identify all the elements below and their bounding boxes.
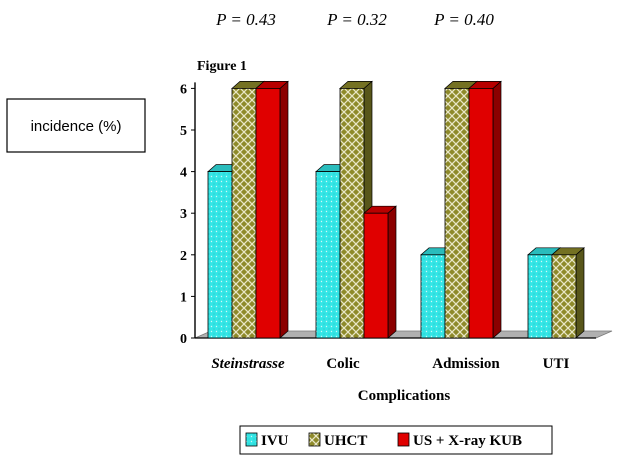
legend-label: UHCT [324, 433, 367, 449]
y-axis-label-box [6, 98, 146, 153]
y-tick-label: 2 [180, 249, 187, 264]
bar-front-face [527, 254, 553, 339]
bar-front-face [207, 171, 233, 339]
legend-item: US + X-ray KUB [397, 432, 522, 449]
bar-us-x-ray-kub-steinstrasse [255, 80, 289, 339]
legend-box [239, 425, 553, 455]
bar-us-x-ray-kub-admission [468, 80, 502, 339]
y-tick-label: 0 [180, 332, 187, 347]
legend-swatch [308, 432, 321, 447]
y-tick-label: 1 [180, 290, 187, 305]
bar-front-face [339, 88, 365, 339]
bar-front-face [468, 88, 494, 339]
bar-uhct-uti [551, 247, 585, 339]
bar-front-face [444, 88, 470, 339]
y-tick-label: 4 [180, 166, 187, 181]
p-value-label: P = 0.43 [215, 10, 276, 29]
y-tick-label: 3 [180, 207, 187, 222]
y-tick-label: 6 [180, 82, 187, 97]
legend-swatch [245, 432, 258, 447]
x-tick-label: Colic [326, 356, 360, 372]
y-axis-label: incidence (%) [31, 118, 122, 135]
p-value-label: P = 0.32 [326, 10, 387, 29]
x-axis-label: Complications [358, 388, 451, 404]
legend-label: US + X-ray KUB [413, 433, 522, 449]
x-tick-label: Admission [432, 356, 500, 372]
bar-us-x-ray-kub-colic [363, 205, 397, 339]
x-tick-label: UTI [543, 356, 570, 372]
legend-label: IVU [261, 433, 289, 449]
legend-item: IVU [245, 432, 289, 449]
x-tick-label: Steinstrasse [211, 356, 285, 372]
bar-front-face [231, 88, 257, 339]
p-value-label: P = 0.40 [433, 10, 494, 29]
bar-side-face [387, 205, 397, 339]
legend-item: UHCT [308, 432, 367, 449]
bar-front-face [255, 88, 281, 339]
bar-side-face [575, 247, 585, 339]
bar-front-face [363, 212, 389, 339]
figure-label: Figure 1 [197, 59, 247, 74]
legend-swatch [397, 432, 410, 447]
bar-front-face [420, 254, 446, 339]
bar-front-face [315, 171, 341, 339]
bar-side-face [279, 80, 289, 339]
bar-front-face [551, 254, 577, 339]
bar-side-face [492, 80, 502, 339]
y-tick-label: 5 [180, 124, 187, 139]
